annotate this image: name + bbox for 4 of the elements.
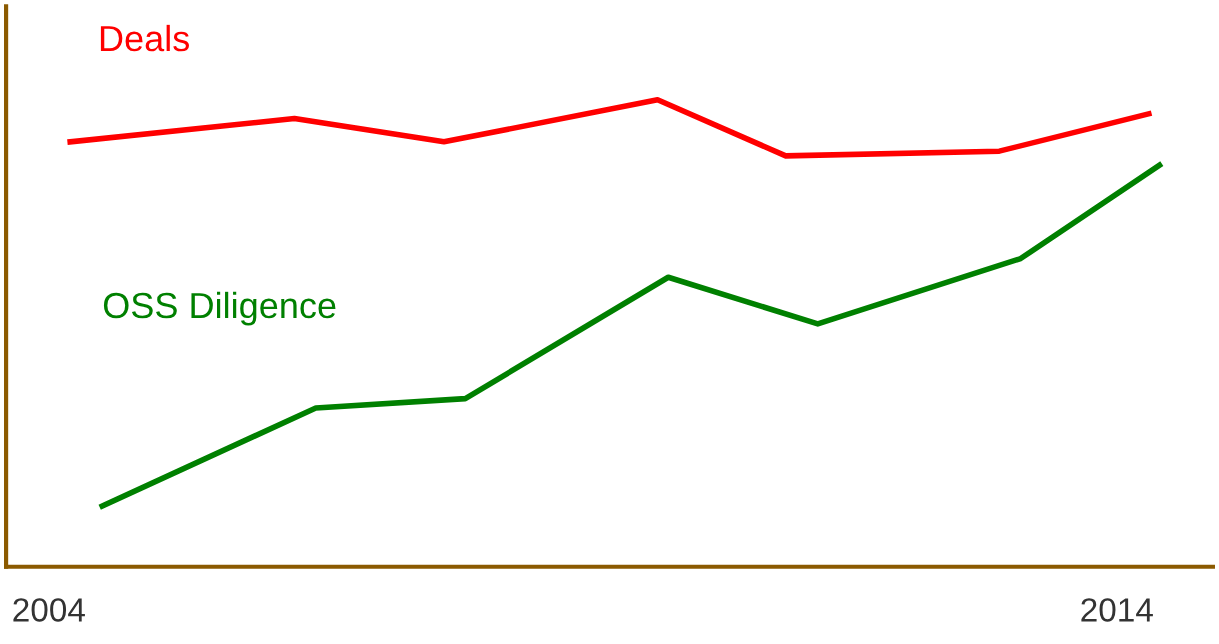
x-tick-label: 2004: [13, 598, 85, 622]
text: OSS Diligence: [103, 291, 336, 326]
x-tick-label: 2014: [1081, 598, 1153, 622]
text: Deals: [100, 24, 189, 52]
